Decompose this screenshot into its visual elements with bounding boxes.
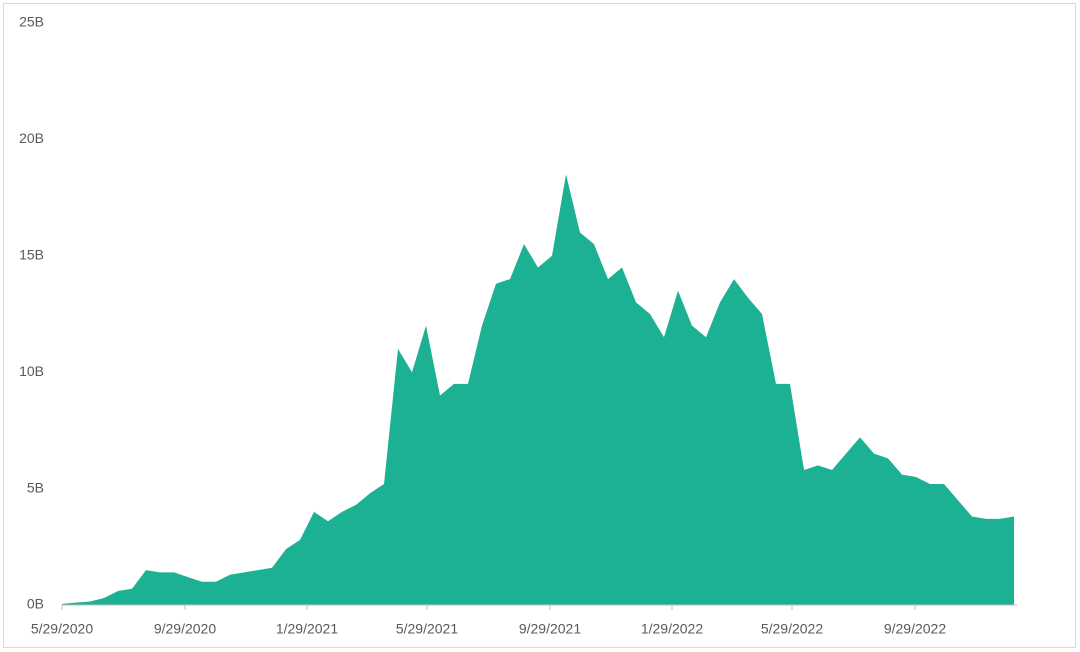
x-tick-label: 5/29/2022 (761, 621, 823, 637)
area (62, 174, 1014, 605)
x-tick-label: 5/29/2020 (31, 621, 93, 637)
y-tick-label: 25B (19, 14, 44, 30)
x-tick-label: 1/29/2022 (641, 621, 703, 637)
x-tick-label: 9/29/2021 (519, 621, 581, 637)
chart-frame (3, 3, 1076, 648)
y-tick-label: 10B (19, 363, 44, 379)
y-tick-label: 5B (27, 479, 44, 495)
x-tick-label: 5/29/2021 (396, 621, 458, 637)
y-tick-label: 20B (19, 130, 44, 146)
x-tick-label: 9/29/2022 (884, 621, 946, 637)
y-tick-label: 15B (19, 247, 44, 263)
x-tick-label: 1/29/2021 (276, 621, 338, 637)
y-tick-label: 0B (27, 596, 44, 612)
x-tick-label: 9/29/2020 (154, 621, 216, 637)
